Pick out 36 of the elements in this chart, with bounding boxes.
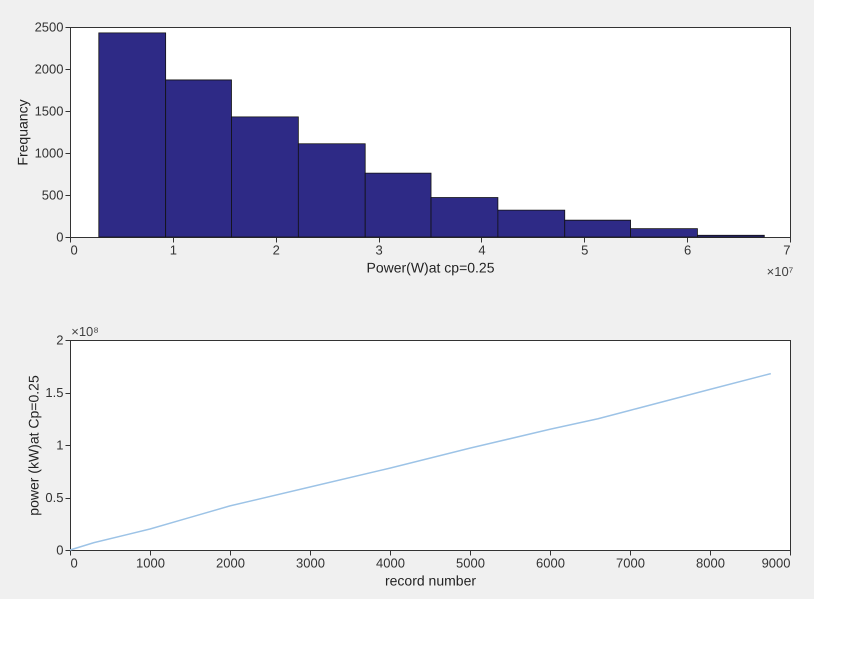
x-tick-label: 4000 bbox=[376, 556, 405, 570]
y-tick-label: 1500 bbox=[34, 104, 64, 118]
x-tick-label: 8000 bbox=[696, 556, 725, 570]
y-tick-label: 1000 bbox=[34, 146, 64, 160]
x-tick-label: 7000 bbox=[616, 556, 645, 570]
line-series bbox=[69, 372, 772, 551]
y-tick-label: 2500 bbox=[34, 20, 64, 34]
x-tick-label: 2 bbox=[272, 242, 280, 258]
x-tick-label: 0 bbox=[70, 556, 78, 570]
y-axis-title: Frequancy bbox=[14, 99, 31, 166]
y-tick-label: 1.5 bbox=[45, 385, 64, 400]
x-tick-label: 6000 bbox=[536, 556, 565, 570]
x-tick-label: 3000 bbox=[296, 556, 325, 570]
text: ×10⁸ bbox=[71, 324, 99, 339]
x-tick-label: 2000 bbox=[216, 556, 245, 570]
y-tick-label: 500 bbox=[42, 188, 64, 202]
x-tick-label: 1000 bbox=[136, 556, 165, 570]
y-tick-label: 2000 bbox=[34, 62, 64, 76]
x-tick-label: 1 bbox=[170, 242, 177, 258]
x-tick-label: 6 bbox=[684, 242, 692, 258]
y-axis-title: power (kW)at Cp=0.25 bbox=[25, 375, 42, 516]
y-tick-label: 0 bbox=[56, 542, 64, 558]
x-tick-label: 0 bbox=[70, 242, 78, 258]
x-tick-label: 9000 bbox=[762, 556, 790, 570]
y-tick-label: 2 bbox=[56, 332, 64, 348]
x-axis-title: Power(W)at cp=0.25 bbox=[366, 260, 495, 276]
x-tick-label: 5000 bbox=[456, 556, 485, 570]
x-axis-title: record number bbox=[384, 572, 476, 588]
text: ×10⁷ bbox=[766, 264, 794, 279]
x-tick-label: 4 bbox=[478, 242, 486, 258]
x-tick-label: 7 bbox=[783, 242, 790, 258]
y-tick-label: 0.5 bbox=[45, 490, 64, 505]
y-tick-label: 0 bbox=[56, 230, 64, 244]
x-tick-label: 3 bbox=[375, 242, 383, 258]
x-tick-label: 5 bbox=[581, 242, 588, 258]
y-tick-label: 1 bbox=[56, 438, 64, 452]
